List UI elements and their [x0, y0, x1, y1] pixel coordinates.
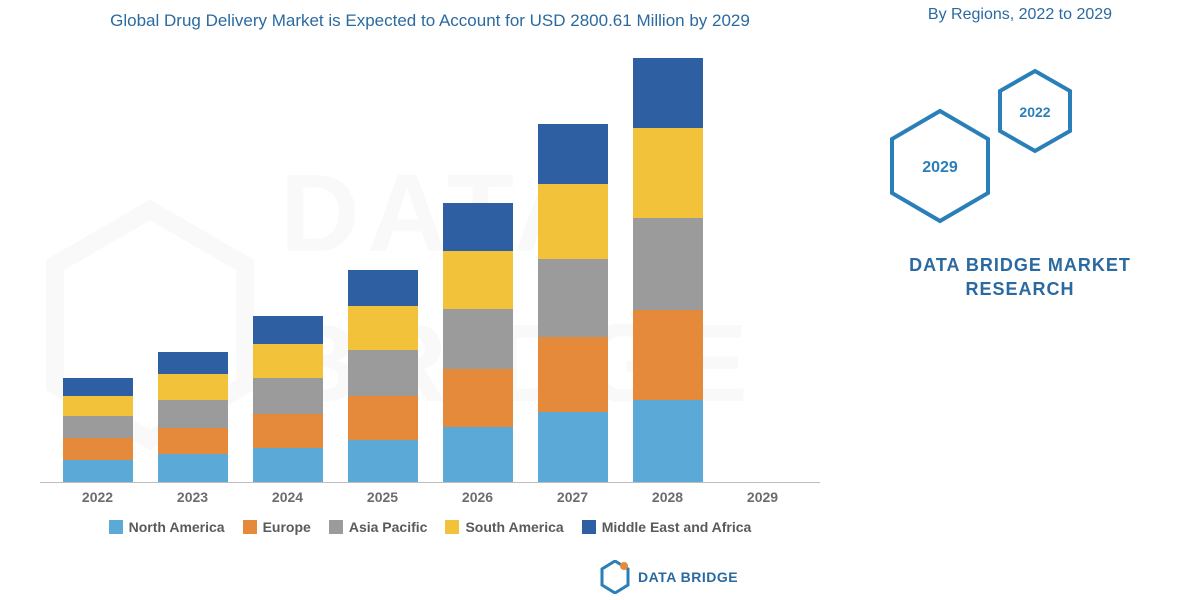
right-subtitle: By Regions, 2022 to 2029 [850, 4, 1190, 26]
bar-segment [443, 309, 513, 369]
bar-segment [348, 440, 418, 482]
bar-segment [633, 128, 703, 218]
legend-swatch [329, 520, 343, 534]
bar-segment [348, 396, 418, 440]
bar-segment [538, 184, 608, 259]
brand-text: DATA BRIDGE MARKET RESEARCH [850, 254, 1190, 301]
bar-segment [538, 124, 608, 184]
bar-segment [253, 378, 323, 414]
bar-segment [443, 369, 513, 427]
bar-segment [538, 337, 608, 412]
brand-line-2: RESEARCH [965, 279, 1074, 299]
bar-column [538, 124, 608, 482]
bar-stack [63, 378, 133, 482]
bar-segment [633, 310, 703, 400]
bar-segment [538, 259, 608, 337]
bar-stack [158, 352, 228, 482]
x-axis-label: 2027 [538, 489, 608, 505]
bar-column [63, 378, 133, 482]
footer-logo-icon [600, 560, 630, 594]
bar-stack [253, 316, 323, 482]
bar-segment [348, 306, 418, 350]
legend-label: Middle East and Africa [602, 519, 752, 535]
bar-column [158, 352, 228, 482]
bar-stack [538, 124, 608, 482]
bar-segment [348, 350, 418, 396]
bar-segment [158, 374, 228, 400]
bar-segment [538, 412, 608, 482]
bar-segment [443, 251, 513, 309]
legend-swatch [445, 520, 459, 534]
hexagon-graphic: 2029 2022 [850, 56, 1170, 236]
chart-title: Global Drug Delivery Market is Expected … [60, 10, 800, 33]
bar-segment [158, 428, 228, 454]
x-axis-label: 2023 [158, 489, 228, 505]
legend-item: South America [445, 519, 563, 535]
legend-label: Asia Pacific [349, 519, 428, 535]
bar-segment [63, 460, 133, 482]
legend-item: Asia Pacific [329, 519, 428, 535]
legend-item: Middle East and Africa [582, 519, 752, 535]
chart-legend: North America Europe Asia Pacific South Ame… [40, 519, 820, 535]
chart-x-axis-labels: 2022 2023 2024 2025 2026 2027 2028 2029 [40, 483, 820, 505]
bar-segment [443, 427, 513, 482]
bar-stack [348, 270, 418, 482]
bar-segment [633, 58, 703, 128]
legend-label: North America [129, 519, 225, 535]
x-axis-label: 2028 [633, 489, 703, 505]
bar-segment [158, 454, 228, 482]
right-panel: By Regions, 2022 to 2029 2029 2022 DATA … [850, 0, 1190, 600]
bar-segment [63, 416, 133, 438]
bar-segment [348, 270, 418, 306]
chart-container: Global Drug Delivery Market is Expected … [30, 10, 830, 570]
brand-line-1: DATA BRIDGE MARKET [909, 255, 1131, 275]
legend-label: Europe [263, 519, 311, 535]
bar-segment [253, 414, 323, 448]
bar-column [443, 203, 513, 482]
x-axis-label: 2024 [253, 489, 323, 505]
x-axis-label: 2026 [443, 489, 513, 505]
legend-label: South America [465, 519, 563, 535]
hexagon-large-label: 2029 [922, 159, 958, 176]
bar-segment [253, 316, 323, 344]
footer-logo: DATA BRIDGE [600, 560, 738, 594]
bar-stack [633, 58, 703, 482]
bar-segment [253, 448, 323, 482]
bar-segment [63, 396, 133, 416]
bar-segment [63, 438, 133, 460]
x-axis-label: 2022 [63, 489, 133, 505]
bar-segment [253, 344, 323, 378]
bar-stack [443, 203, 513, 482]
bar-segment [443, 203, 513, 251]
bar-column [348, 270, 418, 482]
bar-segment [633, 218, 703, 310]
bar-segment [158, 400, 228, 428]
bar-column [633, 58, 703, 482]
legend-item: North America [109, 519, 225, 535]
legend-swatch [243, 520, 257, 534]
x-axis-label: 2029 [728, 489, 798, 505]
bar-segment [158, 352, 228, 374]
bar-segment [63, 378, 133, 396]
bar-column [253, 316, 323, 482]
footer-logo-text: DATA BRIDGE [638, 569, 738, 585]
hexagon-small-label: 2022 [1019, 104, 1050, 120]
legend-swatch [582, 520, 596, 534]
legend-item: Europe [243, 519, 311, 535]
chart-plot-area [40, 43, 820, 483]
legend-swatch [109, 520, 123, 534]
x-axis-label: 2025 [348, 489, 418, 505]
bar-segment [633, 400, 703, 482]
